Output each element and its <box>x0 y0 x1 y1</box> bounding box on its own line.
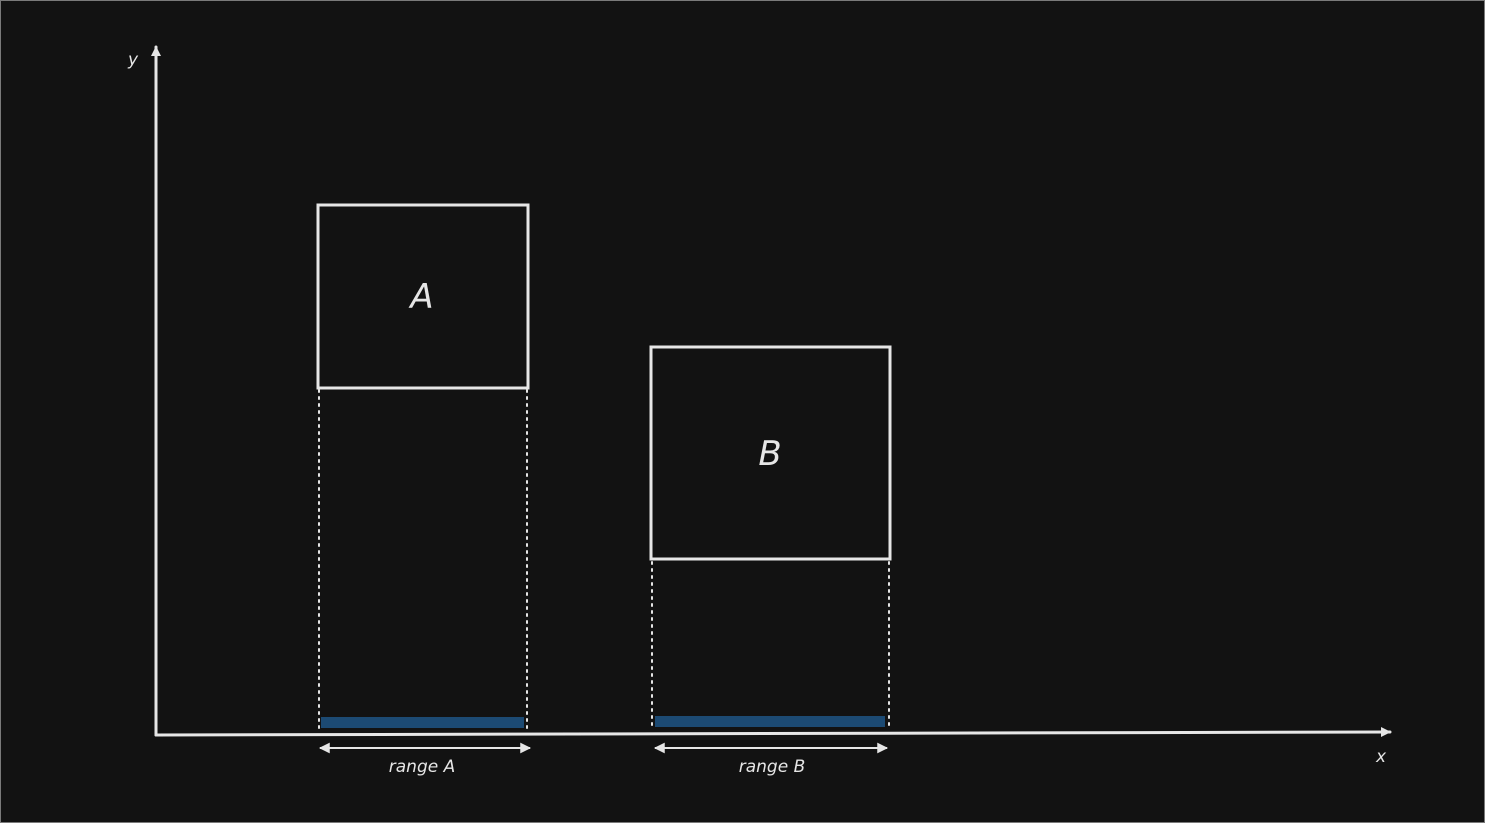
box-a <box>316 203 530 390</box>
range-a-bar <box>321 717 524 728</box>
box-b <box>649 345 892 561</box>
range-a-label: range A <box>389 757 455 777</box>
y-axis-label: y <box>127 50 139 70</box>
box-a-label: A <box>408 277 433 317</box>
box-b-label: B <box>758 434 781 474</box>
x-axis <box>154 727 1392 738</box>
box-a-group: A range A <box>316 203 532 777</box>
x-axis-label: x <box>1375 747 1387 767</box>
range-b-bar <box>655 716 885 727</box>
range-b-label: range B <box>739 757 806 777</box>
box-b-group: B range B <box>649 345 892 777</box>
